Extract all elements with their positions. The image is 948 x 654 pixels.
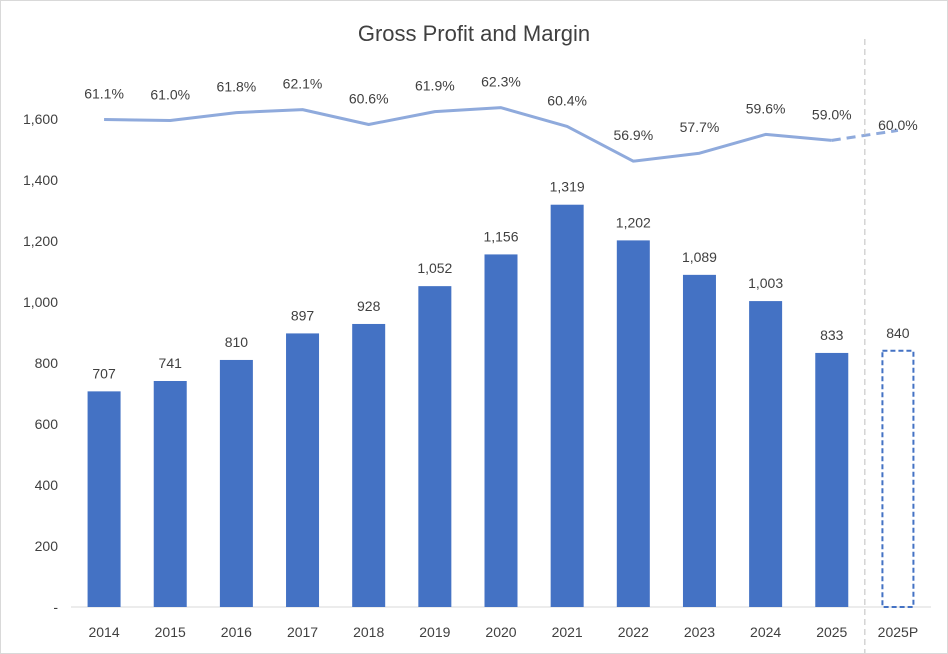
y-tick-label: 1,600 — [23, 111, 58, 127]
x-tick-label: 2021 — [552, 624, 583, 640]
margin-data-label: 61.9% — [415, 78, 455, 94]
bar — [616, 240, 650, 607]
bar — [87, 391, 121, 607]
x-axis: 2014 2015 2016 2017 2018 2019 2020 2021 2022 2023… — [71, 606, 931, 640]
bar — [682, 274, 716, 607]
bar-data-label: 1,319 — [550, 179, 585, 195]
bar-data-label: 1,052 — [417, 260, 452, 276]
x-tick-label: 2018 — [353, 624, 384, 640]
margin-line-projected — [831, 128, 899, 142]
margin-data-label: 62.1% — [283, 76, 323, 92]
x-tick-label: 2025 — [816, 624, 847, 640]
bar-data-label: 833 — [820, 327, 844, 343]
margin-data-label: 62.3% — [481, 74, 521, 90]
margin-data-label: 61.1% — [84, 86, 124, 102]
bar — [418, 286, 452, 607]
y-tick-label: - — [53, 599, 58, 615]
bar — [749, 301, 783, 607]
bar-data-label: 1,202 — [616, 214, 651, 230]
margin-data-label: 60.6% — [349, 90, 389, 106]
bar-data-label: 897 — [291, 307, 315, 323]
bar-data-label: 1,156 — [483, 228, 518, 244]
bar-series — [87, 204, 915, 608]
margin-data-label: 61.8% — [217, 79, 257, 95]
y-tick-label: 1,000 — [23, 294, 58, 310]
y-tick-label: 1,400 — [23, 172, 58, 188]
margin-data-label: 59.6% — [746, 100, 786, 116]
x-tick-label: 2019 — [419, 624, 450, 640]
bar-data-label: 1,003 — [748, 275, 783, 291]
margin-data-label: 61.0% — [150, 87, 190, 103]
bar-projected — [881, 349, 915, 608]
bar-data-label: 1,089 — [682, 249, 717, 265]
margin-data-label: 60.4% — [547, 92, 587, 108]
bar — [286, 333, 320, 607]
x-tick-label: 2025P — [878, 624, 918, 640]
bar-data-label: 741 — [159, 355, 183, 371]
y-tick-label: 400 — [35, 477, 59, 493]
y-tick-label: 600 — [35, 416, 59, 432]
x-tick-label: 2017 — [287, 624, 318, 640]
y-axis: - 200 400 600 800 1,000 1,200 1,400 1,600 — [23, 111, 58, 615]
margin-data-label: 57.7% — [680, 119, 720, 135]
bar-data-label: 707 — [92, 365, 116, 381]
margin-data-label: 56.9% — [613, 127, 653, 143]
bar — [484, 254, 518, 608]
y-tick-label: 200 — [35, 538, 59, 554]
bar — [550, 204, 584, 607]
x-tick-label: 2016 — [221, 624, 252, 640]
bar-data-label: 928 — [357, 298, 381, 314]
margin-line-series — [104, 106, 899, 163]
x-tick-label: 2023 — [684, 624, 715, 640]
bar — [815, 352, 849, 607]
y-tick-label: 800 — [35, 355, 59, 371]
x-tick-label: 2014 — [88, 624, 119, 640]
margin-data-label: 60.0% — [878, 117, 918, 133]
x-tick-label: 2022 — [618, 624, 649, 640]
bar — [219, 359, 253, 607]
bar-data-label: 810 — [225, 334, 249, 350]
x-tick-label: 2024 — [750, 624, 781, 640]
chart-title: Gross Profit and Margin — [358, 21, 590, 46]
x-tick-label: 2020 — [485, 624, 516, 640]
margin-data-labels: 61.1% 61.0% 61.8% 62.1% 60.6% 61.9% 62.3% 60.4%… — [84, 74, 918, 144]
bar — [153, 380, 187, 607]
x-tick-label: 2015 — [155, 624, 186, 640]
bar-data-labels: 707 741 810 897 928 1,052 1,156 1,319 1,202 1,089… — [92, 179, 909, 382]
margin-line — [104, 106, 832, 163]
y-tick-label: 1,200 — [23, 233, 58, 249]
bar-data-label: 840 — [886, 325, 910, 341]
bar — [352, 323, 386, 607]
margin-data-label: 59.0% — [812, 106, 852, 122]
